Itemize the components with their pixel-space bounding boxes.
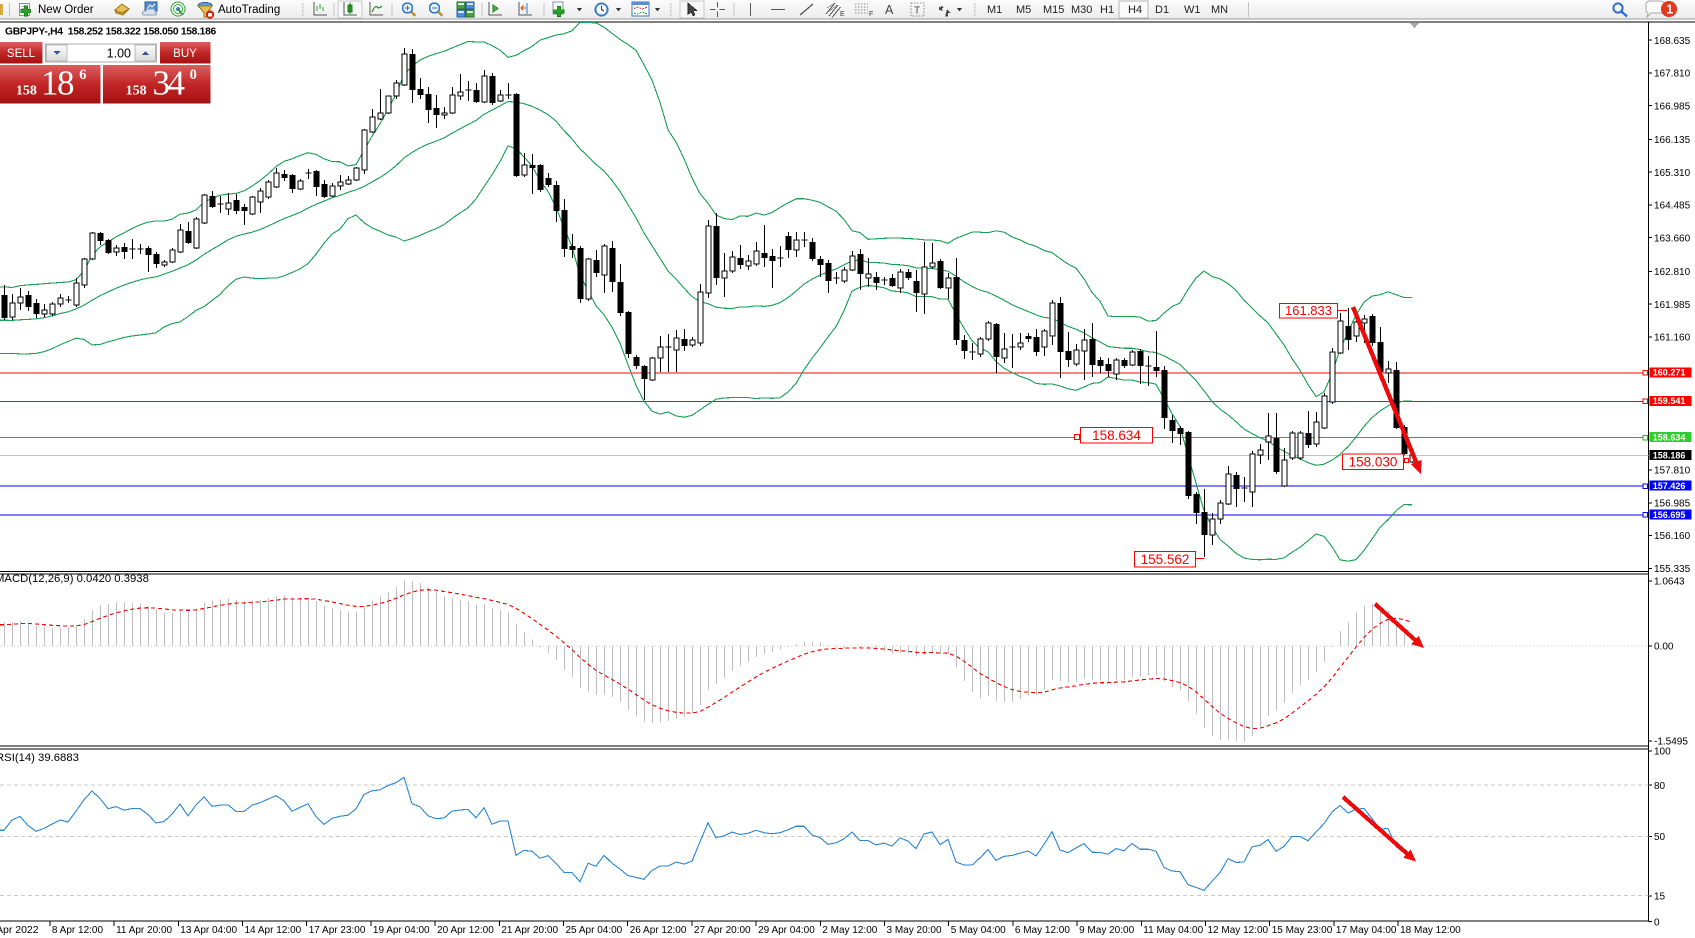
svg-text:14 Apr 12:00: 14 Apr 12:00 — [245, 925, 302, 936]
svg-text:A: A — [885, 3, 894, 17]
svg-text:17 Apr 23:00: 17 Apr 23:00 — [309, 925, 366, 936]
svg-text:13 Apr 04:00: 13 Apr 04:00 — [180, 925, 237, 936]
svg-text:W1: W1 — [1184, 4, 1201, 16]
svg-text:161.985: 161.985 — [1654, 300, 1691, 311]
svg-text:18 May 12:00: 18 May 12:00 — [1400, 925, 1461, 936]
svg-text:6 May 12:00: 6 May 12:00 — [1015, 925, 1070, 936]
svg-text:161.160: 161.160 — [1654, 333, 1691, 344]
svg-text:H4: H4 — [1128, 4, 1142, 16]
svg-text:1.00: 1.00 — [107, 47, 131, 61]
svg-text:26 Apr 12:00: 26 Apr 12:00 — [630, 925, 687, 936]
svg-text:162.810: 162.810 — [1654, 267, 1691, 278]
svg-text:159.541: 159.541 — [1653, 396, 1686, 406]
svg-text:M15: M15 — [1043, 4, 1064, 16]
svg-text:160.271: 160.271 — [1653, 368, 1686, 378]
svg-text:167.810: 167.810 — [1654, 69, 1691, 80]
svg-text:D1: D1 — [1155, 4, 1169, 16]
svg-text:158: 158 — [126, 83, 147, 98]
svg-text:155.335: 155.335 — [1654, 564, 1691, 575]
svg-text:BUY: BUY — [173, 48, 197, 60]
svg-text:AutoTrading: AutoTrading — [218, 4, 280, 16]
svg-text:M5: M5 — [1016, 4, 1031, 16]
svg-text:0: 0 — [1654, 917, 1660, 928]
svg-text:F: F — [869, 11, 873, 18]
svg-text:158: 158 — [16, 83, 37, 98]
svg-text:M1: M1 — [987, 4, 1002, 16]
svg-text:156.985: 156.985 — [1654, 499, 1691, 510]
svg-text:Apr 2022: Apr 2022 — [0, 924, 39, 936]
svg-text:156.695: 156.695 — [1653, 510, 1686, 520]
svg-text:50: 50 — [1654, 832, 1666, 843]
svg-text:SELL: SELL — [7, 48, 36, 60]
svg-text:158.634: 158.634 — [1092, 428, 1141, 443]
svg-text:-1.5495: -1.5495 — [1654, 737, 1688, 748]
svg-text:0: 0 — [190, 67, 197, 83]
svg-text:5 May 04:00: 5 May 04:00 — [951, 925, 1006, 936]
svg-text:T: T — [914, 6, 920, 17]
svg-text:157.810: 157.810 — [1654, 466, 1691, 477]
svg-text:15 May 23:00: 15 May 23:00 — [1272, 925, 1333, 936]
svg-text:H1: H1 — [1100, 4, 1114, 16]
svg-text:8 Apr 12:00: 8 Apr 12:00 — [52, 925, 104, 936]
svg-text:165.310: 165.310 — [1654, 168, 1691, 179]
svg-text:11 May 04:00: 11 May 04:00 — [1143, 925, 1203, 936]
svg-text:34: 34 — [153, 63, 186, 102]
svg-text:20 Apr 12:00: 20 Apr 12:00 — [437, 925, 494, 936]
svg-text:2 May 12:00: 2 May 12:00 — [822, 925, 877, 936]
svg-text:100: 100 — [1654, 747, 1671, 758]
svg-text:E: E — [840, 11, 845, 18]
svg-text:M30: M30 — [1071, 4, 1092, 16]
svg-text:155.562: 155.562 — [1141, 552, 1190, 567]
svg-text:157.426: 157.426 — [1653, 481, 1686, 491]
svg-text:168.635: 168.635 — [1654, 36, 1691, 47]
svg-text:19 Apr 04:00: 19 Apr 04:00 — [373, 925, 430, 936]
svg-text:158.186: 158.186 — [1653, 451, 1686, 461]
svg-text:27 Apr 20:00: 27 Apr 20:00 — [694, 925, 751, 936]
svg-text:158.634: 158.634 — [1653, 432, 1686, 442]
svg-text:25 Apr 04:00: 25 Apr 04:00 — [566, 925, 623, 936]
svg-text:163.660: 163.660 — [1654, 233, 1691, 244]
svg-text:MACD(12,26,9) 0.0420 0.3938: MACD(12,26,9) 0.0420 0.3938 — [0, 573, 149, 585]
svg-text:New Order: New Order — [38, 4, 94, 16]
svg-text:166.135: 166.135 — [1654, 135, 1691, 146]
svg-text:1: 1 — [1666, 3, 1673, 17]
svg-text:6: 6 — [79, 67, 86, 83]
svg-text:3 May 20:00: 3 May 20:00 — [887, 925, 942, 936]
svg-text:0.00: 0.00 — [1654, 642, 1674, 653]
svg-text:21 Apr 20:00: 21 Apr 20:00 — [501, 925, 558, 936]
svg-text:17 May 04:00: 17 May 04:00 — [1336, 925, 1397, 936]
svg-text:RSI(14) 39.6883: RSI(14) 39.6883 — [0, 752, 79, 764]
svg-text:158.030: 158.030 — [1349, 455, 1398, 470]
svg-text:18: 18 — [41, 63, 75, 102]
svg-text:MN: MN — [1211, 4, 1228, 16]
svg-text:161.833: 161.833 — [1285, 303, 1332, 318]
svg-text:12 May 12:00: 12 May 12:00 — [1208, 925, 1269, 936]
svg-text:166.985: 166.985 — [1654, 101, 1691, 112]
svg-text:156.160: 156.160 — [1654, 531, 1691, 542]
svg-text:15: 15 — [1654, 892, 1666, 903]
svg-text:29 Apr 04:00: 29 Apr 04:00 — [758, 925, 815, 936]
svg-text:11 Apr 20:00: 11 Apr 20:00 — [116, 925, 172, 936]
svg-text:80: 80 — [1654, 781, 1666, 792]
svg-text:9 May 20:00: 9 May 20:00 — [1079, 925, 1134, 936]
svg-text:GBPJPY-,H4 158.252 158.322 15: GBPJPY-,H4 158.252 158.322 158.050 158.1… — [5, 27, 217, 38]
svg-text:1.0643: 1.0643 — [1654, 577, 1685, 588]
svg-text:164.485: 164.485 — [1654, 201, 1691, 212]
